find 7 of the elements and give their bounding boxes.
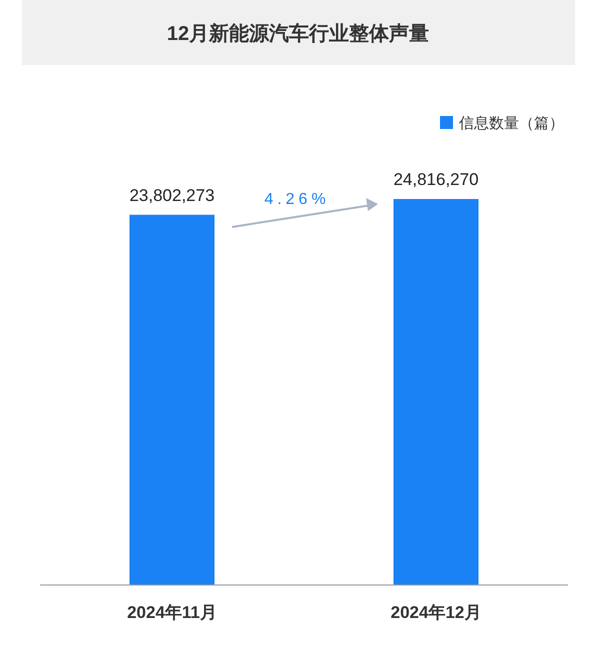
x-tick-label: 2024年12月 <box>390 603 482 622</box>
data-label: 23,802,273 <box>129 186 215 205</box>
annotation: 4.26% <box>264 191 330 208</box>
legend-label: 信息数量（篇） <box>459 115 564 132</box>
chart-title: 12月新能源汽车行业整体声量 <box>166 22 430 45</box>
data-label: 24,816,270 <box>393 170 479 189</box>
x-tick-label: 2024年11月 <box>127 603 217 622</box>
